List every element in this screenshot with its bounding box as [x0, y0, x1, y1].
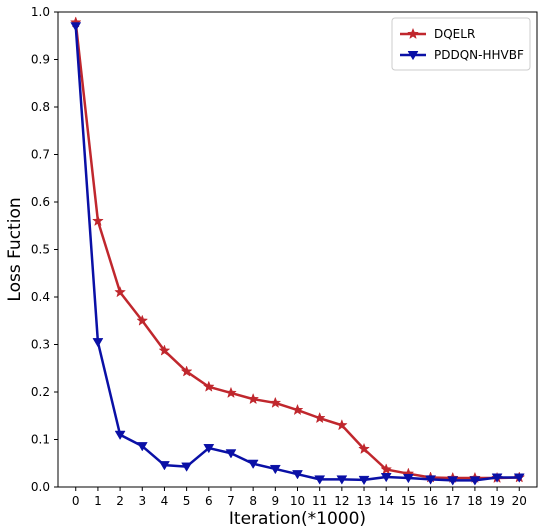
y-tick-label-8: 0.8 [31, 100, 50, 114]
y-axis: 0.0 0.1 0.2 0.3 0.4 0.5 0.6 0.7 0.8 0.9 1.0 [31, 5, 58, 494]
series-1-point-9 [269, 464, 281, 475]
x-tick-label-8: 8 [249, 494, 257, 508]
series-layer [69, 16, 526, 486]
legend-label-0: DQELR [434, 27, 475, 41]
series-1-point-2 [114, 430, 126, 440]
series-0-point-1 [92, 214, 104, 227]
y-tick-label-7: 0.7 [31, 148, 50, 162]
x-tick-label-15: 15 [401, 494, 416, 508]
series-0-point-4 [158, 344, 171, 356]
legend-item-1: PDDQN-HHVBF [400, 48, 524, 62]
plot-area [57, 11, 538, 488]
series-0-point-10 [291, 403, 304, 416]
y-tick-label-0: 0.0 [31, 480, 50, 494]
series-0-point-6 [202, 380, 215, 392]
x-tick-label-10: 10 [290, 494, 305, 508]
x-tick-label-20: 20 [512, 494, 527, 508]
x-tick-label-12: 12 [334, 494, 349, 508]
series-1-point-5 [181, 462, 193, 472]
series-1 [70, 22, 525, 486]
x-tick-label-19: 19 [489, 494, 504, 508]
y-tick-label-4: 0.4 [31, 290, 50, 304]
series-1-point-16 [425, 475, 436, 485]
series-1-point-10 [292, 470, 303, 480]
y-axis-label: Loss Fuction [5, 197, 25, 301]
y-tick-label-5: 0.5 [31, 243, 50, 257]
x-tick-label-14: 14 [379, 494, 394, 508]
series-1-point-20 [513, 473, 525, 483]
series-0-point-5 [180, 365, 193, 377]
series-1-point-0 [70, 22, 82, 32]
plot-frame [57, 11, 538, 488]
legend-box [391, 17, 531, 71]
x-axis-label: Iteration(*1000) [229, 509, 366, 529]
legend-item-0: DQELR [400, 27, 475, 41]
series-1-point-6 [203, 444, 215, 454]
x-tick-label-16: 16 [423, 494, 438, 508]
series-1-point-19 [491, 473, 503, 483]
series-1-point-1 [92, 338, 104, 348]
series-1-point-4 [159, 461, 170, 471]
legend-label-1: PDDQN-HHVBF [434, 48, 524, 62]
y-tick-label-1: 0.1 [31, 433, 50, 447]
series-0-point-13 [358, 442, 370, 455]
series-1-point-12 [336, 475, 348, 485]
x-tick-label-18: 18 [467, 494, 482, 508]
x-tick-label-1: 1 [94, 494, 102, 508]
x-tick-label-13: 13 [356, 494, 371, 508]
x-tick-label-11: 11 [312, 494, 327, 508]
x-tick-label-17: 17 [445, 494, 460, 508]
series-0-point-12 [335, 419, 348, 431]
y-tick-label-9: 0.9 [31, 53, 50, 67]
series-0 [69, 16, 526, 483]
y-tick-label-2: 0.2 [31, 385, 50, 399]
x-axis: 0 1 2 3 4 5 6 7 8 9 10 11 12 13 14 15 16 17 18 19 20 [72, 487, 527, 508]
series-1-point-13 [358, 475, 370, 486]
x-tick-label-3: 3 [138, 494, 146, 508]
x-tick-label-2: 2 [116, 494, 124, 508]
series-1-point-3 [136, 442, 148, 452]
x-tick-label-5: 5 [183, 494, 191, 508]
series-1-point-11 [314, 475, 326, 485]
y-tick-label-10: 1.0 [31, 5, 50, 19]
series-1-point-8 [247, 459, 259, 469]
series-1-point-15 [402, 473, 414, 484]
x-tick-label-9: 9 [272, 494, 280, 508]
legend-swatch-marker-1 [407, 51, 419, 61]
series-0-point-11 [313, 411, 326, 424]
x-tick-label-6: 6 [205, 494, 213, 508]
legend-swatch-marker-0 [407, 27, 419, 40]
series-0-point-8 [247, 392, 260, 405]
series-0-point-2 [114, 286, 126, 298]
legend: DQELR PDDQN-HHVBF [391, 17, 531, 71]
x-tick-label-7: 7 [227, 494, 235, 508]
series-0-point-7 [225, 386, 237, 398]
series-0-point-3 [136, 314, 149, 326]
series-1-point-17 [447, 476, 459, 486]
y-tick-label-6: 0.6 [31, 195, 50, 209]
series-0-point-14 [380, 463, 393, 475]
series-1-point-14 [380, 473, 392, 483]
x-tick-label-0: 0 [72, 494, 80, 508]
series-1-point-7 [225, 449, 237, 459]
y-tick-label-3: 0.3 [31, 338, 50, 352]
series-1-point-18 [469, 476, 481, 486]
series-0-point-9 [269, 396, 282, 408]
x-tick-label-4: 4 [161, 494, 169, 508]
